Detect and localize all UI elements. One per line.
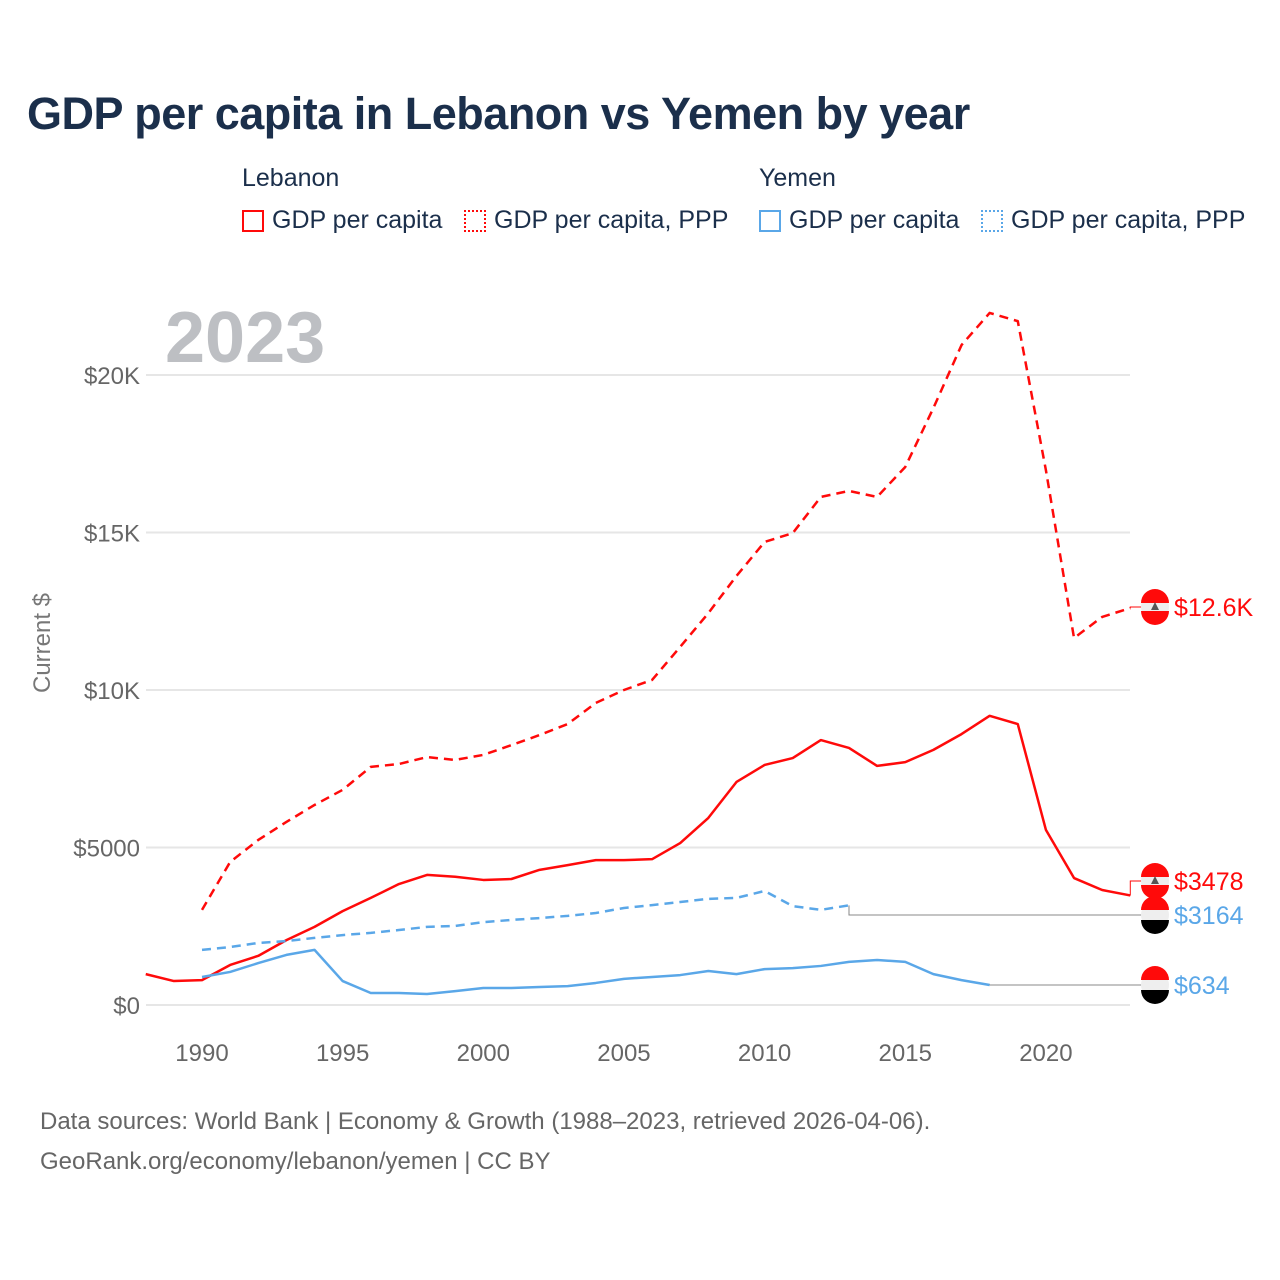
flag-stripe: [1141, 611, 1169, 625]
lebanon-flag-icon: [1141, 863, 1169, 899]
cedar-icon: [1151, 602, 1159, 610]
flag-stripe: [1141, 990, 1169, 1004]
x-tick-label: 2000: [457, 1040, 510, 1067]
flag-stripe: [1141, 966, 1169, 980]
year-watermark: 2023: [165, 298, 325, 378]
flag-stripe: [1141, 589, 1169, 603]
x-tick-label: 2010: [738, 1040, 791, 1067]
x-tick-label: 2020: [1019, 1040, 1072, 1067]
y-tick-label: $0: [113, 993, 140, 1020]
series-line-yemen-gdp-per-capita: [201, 948, 990, 996]
legend-group-lebanon: Lebanon: [242, 164, 340, 192]
legend-swatch-dotted-red: [464, 209, 486, 232]
legend-swatch-solid-red: [242, 209, 264, 232]
legend-label: GDP per capita: [789, 206, 960, 234]
y-tick-label: $10K: [84, 678, 140, 705]
series-line-lebanon-gdp-per-capita-ppp: [200, 311, 1131, 911]
legend-yemen-gdp[interactable]: GDP per capita: [759, 206, 959, 235]
y-tick-label: $5000: [73, 836, 140, 863]
callout-line: [1129, 880, 1142, 896]
legend-lebanon-ppp[interactable]: GDP per capita, PPP: [464, 206, 728, 235]
yemen-flag-icon: [1141, 896, 1169, 934]
legend-label: GDP per capita: [272, 206, 443, 234]
cedar-icon: [1151, 876, 1159, 884]
flag-stripe: [1141, 896, 1169, 910]
series-line-lebanon-gdp-per-capita: [145, 714, 1131, 983]
yemen-flag-icon: [1141, 966, 1169, 1004]
end-value-label: $3164: [1174, 902, 1244, 930]
callout-line: [1129, 606, 1142, 609]
lebanon-flag-icon: [1141, 589, 1169, 625]
x-tick-label: 2015: [879, 1040, 932, 1067]
legend-label: GDP per capita, PPP: [494, 206, 729, 234]
chart-title: GDP per capita in Lebanon vs Yemen by ye…: [27, 88, 970, 139]
end-value-label: $12.6K: [1174, 594, 1254, 622]
y-tick-label: $15K: [84, 521, 140, 548]
source-line-1: Data sources: World Bank | Economy & Gro…: [40, 1108, 931, 1135]
x-tick-label: 2005: [597, 1040, 650, 1067]
x-tick-label: 1995: [316, 1040, 369, 1067]
end-value-label: $634: [1174, 972, 1230, 1000]
y-axis-label: Current $: [29, 593, 56, 693]
source-line-2: GeoRank.org/economy/lebanon/yemen | CC B…: [40, 1148, 551, 1175]
callout-line: [848, 905, 1142, 916]
legend-yemen-ppp[interactable]: GDP per capita, PPP: [981, 206, 1245, 235]
flag-stripe: [1141, 863, 1169, 877]
series-line-yemen-gdp-per-capita-ppp: [201, 889, 850, 952]
flag-stripe: [1141, 885, 1169, 899]
legend-swatch-solid-blue: [759, 209, 781, 232]
legend-label: GDP per capita, PPP: [1011, 206, 1246, 234]
legend-lebanon-gdp[interactable]: GDP per capita: [242, 206, 442, 235]
end-value-label: $3478: [1174, 868, 1244, 896]
x-tick-label: 1990: [175, 1040, 228, 1067]
legend-swatch-dotted-blue: [981, 209, 1003, 232]
flag-stripe: [1141, 920, 1169, 934]
y-tick-label: $20K: [84, 363, 140, 390]
legend-group-yemen: Yemen: [759, 164, 836, 192]
